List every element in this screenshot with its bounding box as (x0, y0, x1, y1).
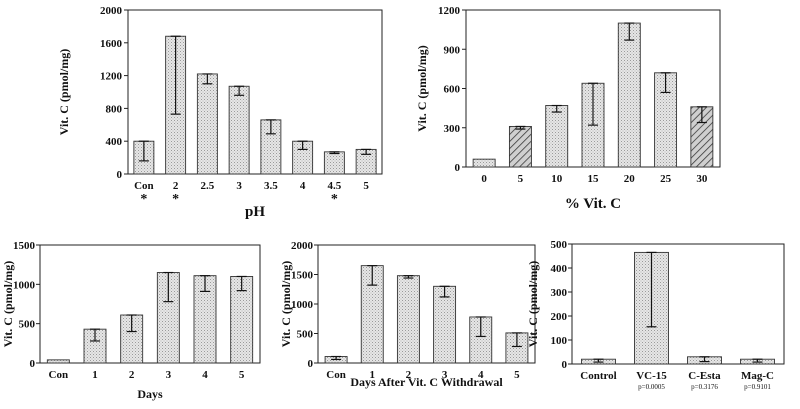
y-tick-label: 2000 (100, 5, 123, 17)
x-tick-label: 5 (239, 369, 245, 381)
x-tick-label: 4 (300, 180, 306, 192)
bar (228, 85, 250, 175)
y-tick-label: 2000 (291, 240, 314, 252)
bar (396, 275, 420, 364)
x-tick-label: Control (580, 370, 616, 382)
x-tick-label: 5 (514, 369, 520, 381)
x-tick-label: 2 (129, 369, 135, 381)
y-tick-label: 500 (297, 329, 314, 341)
y-tick-label: 0 (455, 162, 461, 174)
x-tick-label: 3.5 (264, 180, 278, 192)
bar (46, 359, 70, 364)
plot-frame (127, 9, 383, 175)
x-axis-label: pH (245, 204, 265, 220)
x-tick-label: VC-15 (636, 370, 667, 382)
x-axis-label: % Vit. C (565, 196, 621, 212)
x-tick-label: 1 (92, 369, 98, 381)
chart-panel-3: 0 500 1000 1500 Con 1 2 3 4 5 Vit. C (pmol/mg) Days (1, 240, 261, 401)
x-tick-label: 3 (442, 369, 448, 381)
x-tick-label: 20 (624, 173, 636, 185)
y-tick-label: 1000 (291, 299, 314, 311)
significance-marker: * (172, 192, 179, 207)
x-tick-label: 30 (696, 173, 708, 185)
y-axis-label: Vit. C (pmol/mg) (526, 261, 540, 348)
bar (617, 22, 641, 168)
y-tick-label: 400 (551, 263, 568, 275)
plot-frame (317, 244, 536, 364)
bar (433, 285, 457, 364)
x-tick-label: 3 (166, 369, 172, 381)
y-tick-label: 1600 (100, 38, 123, 50)
p-value-label: p=0.3176 (691, 383, 718, 391)
x-tick-label: 5 (518, 173, 524, 185)
y-tick-label: 600 (444, 84, 461, 96)
bar (545, 105, 569, 168)
y-tick-label: 1500 (291, 270, 314, 282)
x-tick-label: Con (49, 369, 69, 381)
x-tick-label: 25 (660, 173, 672, 185)
bar (472, 158, 496, 168)
significance-marker: * (331, 192, 338, 207)
y-tick-label: 300 (444, 123, 461, 135)
x-tick-label: 1 (370, 369, 376, 381)
y-tick-label: 0 (562, 359, 568, 371)
y-tick-label: 1200 (100, 71, 123, 83)
x-tick-label: 2 (406, 369, 412, 381)
x-tick-label: C-Esta (688, 370, 721, 382)
y-tick-label: 500 (551, 239, 568, 251)
x-tick-label: 4 (478, 369, 484, 381)
x-axis-label: Days (137, 387, 163, 401)
x-tick-label: 4 (202, 369, 208, 381)
y-tick-label: 0 (117, 169, 123, 181)
x-tick-label: 2.5 (201, 180, 215, 192)
x-axis-label: Days After Vit. C Withdrawal (350, 375, 503, 389)
y-tick-label: 1200 (438, 5, 461, 17)
y-tick-label: 400 (106, 136, 123, 148)
x-tick-label: 5 (363, 180, 369, 192)
bar (508, 125, 532, 168)
y-axis-label: Vit. C (pmol/mg) (1, 261, 15, 348)
y-axis-label: Vit. C (pmol/mg) (57, 49, 71, 136)
x-tick-label: Con (134, 180, 154, 192)
x-tick-label: Mag-C (741, 370, 774, 382)
x-tick-label: 3 (236, 180, 242, 192)
y-tick-label: 900 (444, 44, 461, 56)
y-tick-label: 0 (308, 358, 314, 370)
y-axis-label: Vit. C (pmol/mg) (415, 45, 429, 132)
y-tick-label: 800 (106, 103, 123, 115)
p-value-label: p=0.0005 (638, 383, 665, 391)
y-axis-label: Vit. C (pmol/mg) (279, 261, 293, 348)
x-tick-label: 0 (481, 173, 487, 185)
bar (323, 151, 345, 175)
significance-marker: * (140, 192, 147, 207)
y-tick-label: 500 (19, 319, 36, 331)
x-tick-label: 4.5 (328, 180, 342, 192)
chart-panel-4: 0 500 1000 1500 2000 Con 1 2 3 4 5 Vit. C (pmol/mg)… (279, 240, 536, 389)
chart-panel-2: 0 300 600 900 1200 0 5 10 15 20 25 30 Vit. C (pmol/m… (415, 5, 721, 212)
x-tick-label: 2 (173, 180, 179, 192)
plot-frame (571, 243, 785, 365)
bar (196, 73, 218, 175)
y-tick-label: 300 (551, 287, 568, 299)
y-tick-label: 1500 (13, 240, 36, 252)
p-value-label: p=0.9101 (744, 383, 771, 391)
y-tick-label: 100 (551, 335, 568, 347)
x-tick-label: Con (326, 369, 346, 381)
y-tick-label: 200 (551, 311, 568, 323)
x-tick-label: 15 (588, 173, 600, 185)
y-tick-label: 0 (30, 358, 36, 370)
y-tick-label: 1000 (13, 279, 36, 291)
x-tick-label: 10 (551, 173, 563, 185)
plot-frame (39, 244, 261, 364)
chart-panel-5: 0 100 200 300 400 500 Control VC-15p=0.0005 C-Es… (526, 239, 785, 391)
